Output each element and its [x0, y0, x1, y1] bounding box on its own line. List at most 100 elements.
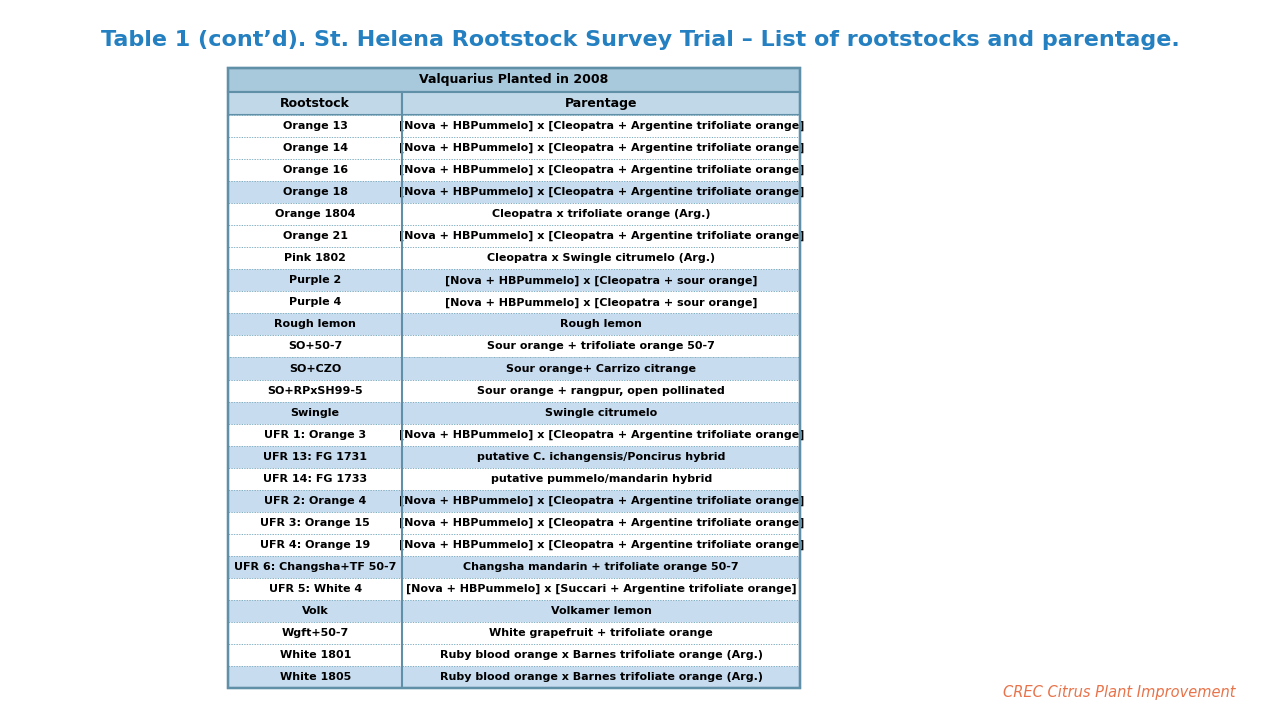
- Text: [Nova + HBPummelo] x [Cleopatra + Argentine trifoliate orange]: [Nova + HBPummelo] x [Cleopatra + Argent…: [398, 495, 804, 506]
- Bar: [228, 115, 402, 137]
- Text: putative C. ichangensis/Poncirus hybrid: putative C. ichangensis/Poncirus hybrid: [477, 451, 726, 462]
- Text: Table 1 (cont’d). St. Helena Rootstock Survey Trial – List of rootstocks and par: Table 1 (cont’d). St. Helena Rootstock S…: [101, 30, 1179, 50]
- Text: [Nova + HBPummelo] x [Cleopatra + Argentine trifoliate orange]: [Nova + HBPummelo] x [Cleopatra + Argent…: [398, 540, 804, 550]
- Text: Orange 1804: Orange 1804: [275, 210, 356, 220]
- Bar: [228, 358, 402, 379]
- Bar: [402, 248, 800, 269]
- Text: CREC Citrus Plant Improvement: CREC Citrus Plant Improvement: [1002, 685, 1235, 700]
- Bar: [228, 137, 402, 159]
- Text: Orange 21: Orange 21: [283, 231, 348, 241]
- Text: Parentage: Parentage: [564, 96, 637, 110]
- Bar: [228, 446, 402, 468]
- Bar: [402, 512, 800, 534]
- Text: Rough lemon: Rough lemon: [274, 320, 356, 330]
- Text: Purple 4: Purple 4: [289, 297, 342, 307]
- Text: [Nova + HBPummelo] x [Cleopatra + Argentine trifoliate orange]: [Nova + HBPummelo] x [Cleopatra + Argent…: [398, 231, 804, 241]
- Bar: [402, 468, 800, 490]
- Bar: [402, 292, 800, 313]
- Text: UFR 4: Orange 19: UFR 4: Orange 19: [260, 540, 370, 550]
- Bar: [228, 512, 402, 534]
- Bar: [402, 379, 800, 402]
- Text: [Nova + HBPummelo] x [Cleopatra + Argentine trifoliate orange]: [Nova + HBPummelo] x [Cleopatra + Argent…: [398, 165, 804, 176]
- Bar: [228, 225, 402, 248]
- Text: Purple 2: Purple 2: [289, 275, 342, 285]
- Text: White 1801: White 1801: [279, 650, 351, 660]
- Bar: [228, 68, 800, 688]
- Text: White 1805: White 1805: [279, 672, 351, 682]
- Text: UFR 3: Orange 15: UFR 3: Orange 15: [260, 518, 370, 528]
- Bar: [402, 336, 800, 358]
- Text: Swingle citrumelo: Swingle citrumelo: [545, 408, 658, 418]
- Bar: [402, 313, 800, 336]
- Bar: [228, 313, 402, 336]
- Bar: [402, 490, 800, 512]
- Bar: [228, 600, 402, 622]
- Text: [Nova + HBPummelo] x [Cleopatra + sour orange]: [Nova + HBPummelo] x [Cleopatra + sour o…: [445, 297, 758, 307]
- Bar: [402, 159, 800, 181]
- Bar: [402, 137, 800, 159]
- Text: Orange 16: Orange 16: [283, 165, 348, 175]
- Text: putative pummelo/mandarin hybrid: putative pummelo/mandarin hybrid: [490, 474, 712, 484]
- Bar: [228, 534, 402, 556]
- Bar: [228, 336, 402, 358]
- Text: Sour orange + trifoliate orange 50-7: Sour orange + trifoliate orange 50-7: [488, 341, 716, 351]
- Text: Changsha mandarin + trifoliate orange 50-7: Changsha mandarin + trifoliate orange 50…: [463, 562, 739, 572]
- Text: UFR 1: Orange 3: UFR 1: Orange 3: [264, 430, 366, 440]
- Text: [Nova + HBPummelo] x [Cleopatra + Argentine trifoliate orange]: [Nova + HBPummelo] x [Cleopatra + Argent…: [398, 518, 804, 528]
- Text: Cleopatra x trifoliate orange (Arg.): Cleopatra x trifoliate orange (Arg.): [492, 210, 710, 220]
- Bar: [228, 379, 402, 402]
- Bar: [402, 269, 800, 292]
- Bar: [228, 423, 402, 446]
- Text: SO+CZO: SO+CZO: [289, 364, 342, 374]
- Text: Pink 1802: Pink 1802: [284, 253, 346, 264]
- Text: Volkamer lemon: Volkamer lemon: [550, 606, 652, 616]
- Bar: [228, 490, 402, 512]
- Bar: [228, 644, 402, 666]
- Bar: [402, 644, 800, 666]
- Text: Ruby blood orange x Barnes trifoliate orange (Arg.): Ruby blood orange x Barnes trifoliate or…: [440, 672, 763, 682]
- Text: UFR 5: White 4: UFR 5: White 4: [269, 584, 362, 594]
- Bar: [402, 115, 800, 137]
- Text: SO+RPxSH99-5: SO+RPxSH99-5: [268, 385, 364, 395]
- Bar: [402, 666, 800, 688]
- Text: [Nova + HBPummelo] x [Cleopatra + Argentine trifoliate orange]: [Nova + HBPummelo] x [Cleopatra + Argent…: [398, 121, 804, 131]
- Bar: [402, 91, 800, 115]
- Text: Valquarius Planted in 2008: Valquarius Planted in 2008: [420, 73, 608, 86]
- Bar: [402, 622, 800, 644]
- Bar: [228, 203, 402, 225]
- Bar: [228, 578, 402, 600]
- Bar: [228, 269, 402, 292]
- Bar: [402, 446, 800, 468]
- Bar: [402, 225, 800, 248]
- Bar: [228, 402, 402, 423]
- Text: UFR 14: FG 1733: UFR 14: FG 1733: [264, 474, 367, 484]
- Bar: [402, 556, 800, 578]
- Text: Sour orange + rangpur, open pollinated: Sour orange + rangpur, open pollinated: [477, 385, 724, 395]
- Text: Sour orange+ Carrizo citrange: Sour orange+ Carrizo citrange: [506, 364, 696, 374]
- Bar: [228, 666, 402, 688]
- Text: [Nova + HBPummelo] x [Succari + Argentine trifoliate orange]: [Nova + HBPummelo] x [Succari + Argentin…: [406, 584, 796, 594]
- Text: Swingle: Swingle: [291, 408, 339, 418]
- Text: Cleopatra x Swingle citrumelo (Arg.): Cleopatra x Swingle citrumelo (Arg.): [488, 253, 716, 264]
- Bar: [402, 423, 800, 446]
- Text: [Nova + HBPummelo] x [Cleopatra + Argentine trifoliate orange]: [Nova + HBPummelo] x [Cleopatra + Argent…: [398, 429, 804, 440]
- Bar: [402, 181, 800, 203]
- Text: White grapefruit + trifoliate orange: White grapefruit + trifoliate orange: [489, 628, 713, 638]
- Bar: [228, 91, 402, 115]
- Text: Orange 18: Orange 18: [283, 187, 348, 197]
- Bar: [228, 292, 402, 313]
- Text: Orange 13: Orange 13: [283, 121, 348, 131]
- Bar: [402, 358, 800, 379]
- Text: [Nova + HBPummelo] x [Cleopatra + sour orange]: [Nova + HBPummelo] x [Cleopatra + sour o…: [445, 275, 758, 286]
- Text: UFR 13: FG 1731: UFR 13: FG 1731: [264, 451, 367, 462]
- Bar: [402, 203, 800, 225]
- Bar: [228, 68, 800, 91]
- Text: Orange 14: Orange 14: [283, 143, 348, 153]
- Text: UFR 2: Orange 4: UFR 2: Orange 4: [264, 495, 366, 505]
- Bar: [402, 402, 800, 423]
- Text: Ruby blood orange x Barnes trifoliate orange (Arg.): Ruby blood orange x Barnes trifoliate or…: [440, 650, 763, 660]
- Text: [Nova + HBPummelo] x [Cleopatra + Argentine trifoliate orange]: [Nova + HBPummelo] x [Cleopatra + Argent…: [398, 187, 804, 197]
- Bar: [402, 534, 800, 556]
- Text: Volk: Volk: [302, 606, 329, 616]
- Text: SO+50-7: SO+50-7: [288, 341, 342, 351]
